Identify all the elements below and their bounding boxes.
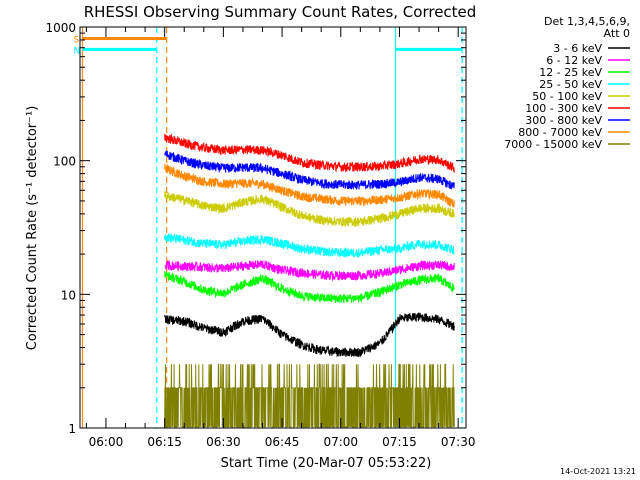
legend-label-5: 100 - 300 keV [525, 102, 602, 115]
x-tick-label: 07:30 [441, 435, 476, 449]
legend-label-8: 7000 - 15000 keV [504, 138, 602, 151]
series-line-2 [164, 271, 455, 304]
series-line-0 [164, 312, 455, 358]
y-tick-label: 100 [53, 155, 76, 169]
series-line-3 [164, 233, 455, 258]
legend-label-0: 3 - 6 keV [553, 42, 602, 55]
y-tick-label: 1000 [45, 21, 76, 35]
x-tick-label: 06:30 [206, 435, 241, 449]
state-markers: SN [73, 27, 463, 428]
legend-header-line-2: Att 0 [604, 27, 630, 40]
series-line-4 [164, 191, 455, 228]
x-tick-label: 07:15 [382, 435, 417, 449]
y-tick-label: 10 [61, 288, 76, 302]
series-layer [164, 133, 455, 428]
legend-header-line-1: Det 1,3,4,5,6,9, [544, 15, 630, 28]
x-axis-label: Start Time (20-Mar-07 05:53:22) [221, 456, 432, 471]
x-tick-label: 06:00 [89, 435, 124, 449]
state-label-n: N [73, 46, 80, 56]
x-tick-label: 06:45 [265, 435, 300, 449]
series-line-8 [164, 363, 455, 428]
chart-title: RHESSI Observing Summary Count Rates, Co… [84, 3, 477, 21]
legend-label-2: 12 - 25 keV [539, 66, 602, 79]
series-line-5 [164, 133, 455, 173]
y-axis-label: Corrected Count Rate (s⁻¹ detector⁻¹) [25, 106, 40, 351]
state-label-s: S [73, 36, 79, 46]
legend-label-1: 6 - 12 keV [546, 54, 602, 67]
axes-layer: 1 10 100 1000 06:00 06:15 06:30 06:45 07:00 07:15… [45, 21, 475, 449]
legend-label-7: 800 - 7000 keV [518, 126, 602, 139]
legend-label-3: 25 - 50 keV [539, 78, 602, 91]
x-tick-label: 06:15 [147, 435, 182, 449]
series-line-6 [164, 150, 455, 191]
plot-frame [79, 26, 467, 429]
x-tick-label: 07:00 [323, 435, 358, 449]
legend-label-4: 50 - 100 keV [532, 90, 602, 103]
series-line-1 [164, 259, 455, 282]
y-tick-label: 1 [68, 422, 76, 436]
series-line-7 [164, 163, 455, 208]
legend-label-6: 300 - 800 keV [525, 114, 602, 127]
footer-date: 14-Oct-2021 13:21 [560, 467, 636, 476]
